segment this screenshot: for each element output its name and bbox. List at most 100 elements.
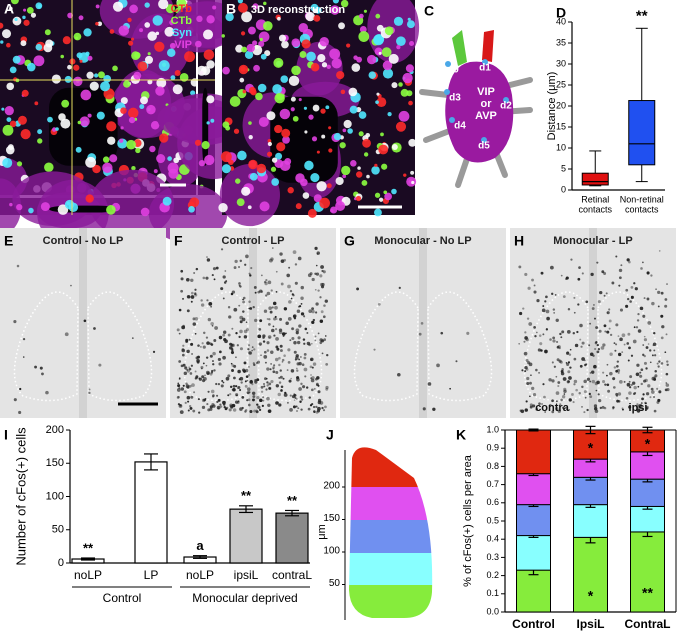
puncta — [146, 104, 156, 115]
puncta — [299, 51, 307, 59]
puncta — [366, 174, 370, 179]
cfos-cell — [188, 338, 191, 341]
cfos-cell — [306, 386, 309, 389]
cfos-cell — [238, 335, 241, 339]
y-tick-label: 25 — [556, 79, 566, 89]
puncta — [158, 60, 170, 72]
puncta — [376, 92, 380, 96]
cfos-cell — [246, 399, 249, 402]
nucleus-outline — [353, 291, 419, 402]
contact-label: d3 — [449, 93, 461, 104]
puncta — [279, 108, 291, 120]
cfos-cell — [600, 346, 605, 350]
cfos-cell — [184, 366, 188, 370]
cfos-cell — [642, 261, 644, 264]
puncta — [328, 148, 333, 153]
puncta — [172, 84, 183, 95]
cfos-cell — [314, 272, 317, 275]
puncta — [23, 19, 30, 26]
cfos-cell — [279, 344, 283, 348]
cfos-cell — [283, 393, 288, 397]
cfos-cell — [177, 382, 180, 385]
x-tick-label: contacts — [578, 204, 612, 214]
puncta — [363, 152, 369, 157]
puncta — [88, 198, 92, 202]
cfos-cell — [245, 254, 249, 259]
cfos-cell — [288, 300, 292, 304]
cfos-cell — [647, 384, 651, 388]
cfos-cell — [398, 286, 401, 289]
cfos-cell — [581, 357, 585, 361]
cfos-cell — [300, 382, 303, 386]
cfos-cell — [535, 368, 538, 372]
cfos-cell — [281, 361, 284, 363]
cfos-cell — [326, 353, 329, 357]
cfos-cell — [573, 311, 576, 314]
cfos-cell — [263, 354, 268, 359]
cfos-cell — [239, 329, 243, 334]
puncta — [258, 40, 265, 48]
cell-label: or — [481, 98, 493, 110]
puncta — [391, 144, 398, 150]
cfos-cell — [249, 307, 253, 310]
cfos-cell — [653, 396, 655, 398]
puncta — [391, 188, 397, 195]
cfos-cell — [275, 336, 279, 341]
cfos-cell — [246, 387, 251, 392]
cfos-cell — [524, 408, 528, 412]
puncta — [26, 6, 34, 14]
cfos-cell — [583, 390, 587, 394]
cfos-cell — [561, 395, 566, 399]
band — [349, 553, 433, 585]
cfos-cell — [580, 345, 583, 348]
cfos-cell — [231, 290, 236, 294]
cfos-cell — [633, 385, 637, 390]
cfos-cell — [198, 411, 201, 414]
cfos-cell — [209, 407, 213, 411]
puncta — [43, 43, 53, 53]
puncta — [380, 132, 384, 137]
cfos-cell — [244, 380, 247, 383]
cfos-cell — [295, 328, 300, 333]
puncta — [340, 89, 346, 95]
cfos-cell — [302, 385, 306, 389]
puncta — [320, 108, 326, 114]
cfos-cell — [606, 330, 610, 334]
cfos-cell — [267, 403, 271, 407]
cfos-cell — [666, 360, 669, 363]
puncta — [400, 88, 409, 97]
puncta — [73, 64, 80, 71]
puncta — [120, 107, 127, 114]
cfos-cell — [555, 406, 559, 411]
contact-label: d4 — [454, 121, 466, 132]
cfos-cell — [316, 376, 320, 380]
puncta — [303, 106, 307, 110]
cfos-cell — [237, 265, 241, 269]
puncta — [256, 163, 267, 174]
cfos-cell — [299, 305, 302, 308]
cfos-cell — [651, 301, 655, 306]
channel-label: VIP — [174, 39, 192, 51]
cfos-cell — [287, 360, 291, 364]
cfos-cell — [200, 367, 203, 370]
tick-label: 50 — [329, 578, 341, 589]
cfos-cell — [666, 363, 669, 366]
panel-label: G — [344, 233, 355, 249]
bar-segment — [516, 569, 551, 613]
cfos-cell — [267, 322, 271, 326]
cfos-cell — [618, 268, 623, 273]
cfos-cell — [254, 291, 257, 294]
puncta — [310, 173, 320, 183]
puncta — [222, 66, 230, 75]
cfos-cell — [314, 288, 317, 291]
y-tick-label: 35 — [556, 37, 566, 47]
cfos-cell — [581, 385, 584, 389]
puncta — [359, 26, 367, 33]
cfos-cell — [573, 379, 578, 384]
puncta — [405, 64, 414, 73]
cfos-cell — [291, 395, 296, 399]
cfos-cell — [565, 276, 569, 280]
puncta — [339, 142, 346, 149]
puncta — [277, 16, 281, 21]
cfos-cell — [267, 335, 272, 339]
